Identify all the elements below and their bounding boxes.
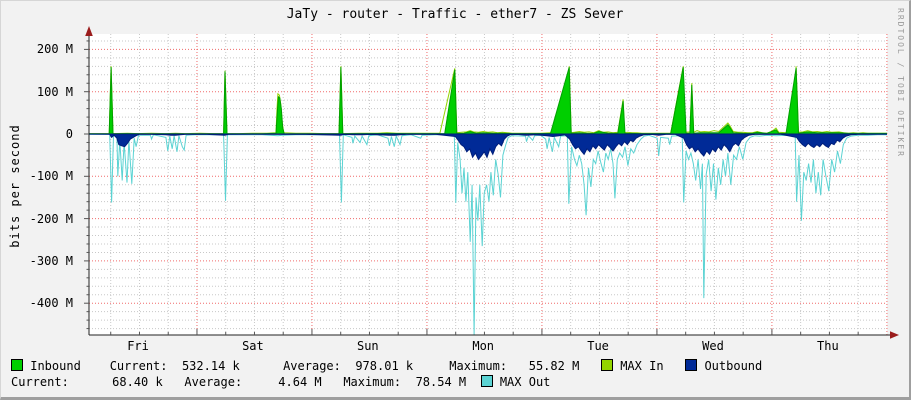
series-line-max-out — [89, 133, 887, 335]
rrdtool-watermark: RRDTOOL / TOBI OETIKER — [896, 8, 905, 158]
legend-row-1: Inbound Current: 532.14 k Average: 978.0… — [11, 358, 901, 374]
x-day-label: Fri — [127, 339, 149, 353]
y-tick-label: 200 M — [36, 42, 73, 57]
x-axis-arrow — [890, 331, 899, 339]
grid — [89, 34, 888, 335]
x-day-label: Sun — [356, 339, 379, 353]
legend-text: Outbound — [697, 359, 763, 373]
graph-title: JaTy - router - Traffic - ether7 - ZS Se… — [286, 7, 624, 22]
y-tick-label: 100 M — [36, 84, 73, 99]
y-axis-arrow — [85, 26, 93, 36]
y-tick-label: -300 M — [29, 253, 73, 268]
x-day-label: Sat — [242, 339, 264, 353]
x-day-label: Mon — [472, 339, 495, 353]
legend-text: Current: 68.40 k Average: 4.64 M Maximum… — [11, 375, 481, 389]
series-area-inbound — [89, 67, 887, 135]
series-group — [89, 66, 887, 335]
y-tick-label: -400 M — [29, 296, 73, 311]
y-tick-label: -200 M — [29, 211, 73, 226]
legend-text: MAX In — [612, 359, 686, 373]
y-tick-label: -100 M — [29, 169, 73, 184]
series-area-outbound — [89, 133, 887, 161]
legend-text: Inbound Current: 532.14 k Average: 978.0… — [23, 359, 601, 373]
axes — [84, 26, 899, 339]
legend-row-2: Current: 68.40 k Average: 4.64 M Maximum… — [11, 374, 901, 390]
legend-swatch — [480, 375, 493, 387]
legend-swatch — [600, 359, 613, 371]
legend-text: MAX Out — [492, 375, 551, 389]
x-day-label: Wed — [702, 339, 724, 353]
x-day-label: Tue — [587, 339, 609, 353]
x-day-label: Thu — [817, 339, 839, 353]
legend-swatch — [685, 359, 698, 371]
y-tick-label: 0 — [65, 127, 73, 141]
legend-swatch — [11, 359, 23, 371]
legend: Inbound Current: 532.14 k Average: 978.0… — [11, 358, 901, 390]
